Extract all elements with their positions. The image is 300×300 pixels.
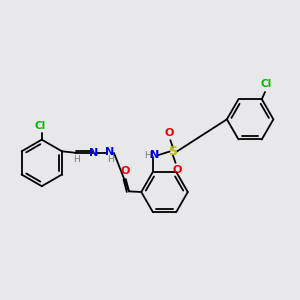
Text: O: O: [164, 128, 173, 138]
Text: N: N: [150, 150, 159, 161]
Text: N: N: [89, 148, 98, 158]
Text: Cl: Cl: [260, 80, 271, 89]
Text: H: H: [73, 154, 80, 164]
Text: N: N: [105, 147, 115, 157]
Text: S: S: [168, 145, 177, 158]
Text: H: H: [144, 151, 151, 160]
Text: O: O: [120, 167, 130, 176]
Text: Cl: Cl: [34, 121, 46, 130]
Text: H: H: [107, 154, 113, 164]
Text: O: O: [172, 165, 182, 175]
